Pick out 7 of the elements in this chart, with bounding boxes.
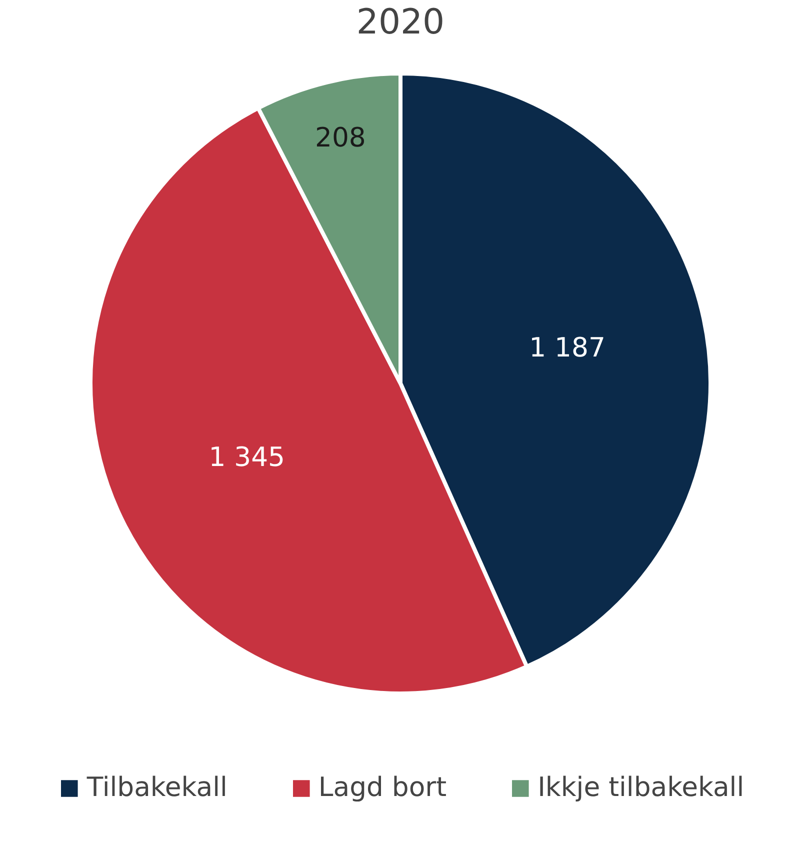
- legend-label: Tilbakekall: [86, 772, 228, 803]
- legend-label: Lagd bort: [318, 772, 447, 803]
- chart-title: 2020: [356, 2, 445, 42]
- data-label: 1 187: [529, 332, 606, 364]
- data-label: 1 345: [208, 442, 286, 473]
- data-label: 208: [315, 122, 366, 154]
- legend-label: Ikkje tilbakekall: [538, 772, 744, 803]
